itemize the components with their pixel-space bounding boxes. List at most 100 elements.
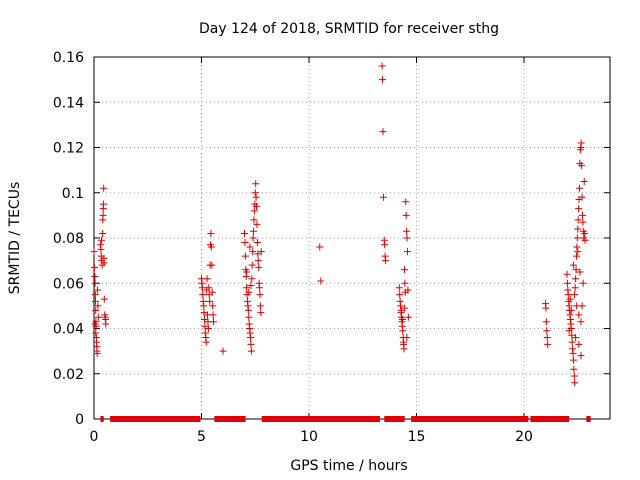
y-tick-label: 0.08: [53, 231, 84, 247]
data-point: [403, 248, 411, 256]
data-point: [317, 277, 325, 285]
data-point: [571, 284, 579, 292]
data-point: [581, 236, 589, 244]
data-point: [247, 347, 255, 355]
chart-title: Day 124 of 2018, SRMTID for receiver sth…: [199, 21, 499, 37]
data-point: [575, 205, 583, 213]
data-point: [207, 229, 215, 237]
data-point: [568, 338, 576, 346]
data-point: [91, 279, 99, 287]
data-point: [250, 207, 258, 215]
data-point: [543, 327, 551, 335]
zero-value-points: [100, 416, 104, 422]
y-tick-label: 0.14: [53, 95, 84, 111]
data-point: [257, 248, 265, 256]
data-point: [403, 234, 411, 242]
data-point: [566, 295, 574, 303]
data-point: [575, 311, 583, 319]
x-axis: 0 5 10 15 20: [90, 57, 533, 445]
data-point: [208, 261, 216, 269]
zero-value-points: [530, 416, 570, 422]
data-point: [253, 220, 261, 228]
data-point: [243, 284, 251, 292]
x-tick-label: 20: [515, 429, 533, 445]
data-point: [572, 275, 580, 283]
data-point: [92, 329, 100, 337]
data-point: [572, 334, 580, 342]
plot-frame: [93, 56, 611, 420]
data-point: [402, 211, 410, 219]
data-point: [576, 268, 584, 276]
data-point: [256, 302, 264, 310]
data-point: [403, 334, 411, 342]
y-tick-label: 0.06: [53, 276, 84, 292]
data-point: [241, 239, 249, 247]
data-point: [249, 248, 257, 256]
data-point: [93, 286, 101, 294]
data-point: [399, 315, 407, 323]
data-point: [379, 128, 387, 136]
y-axis: 0 0.02 0.04 0.06 0.08 0.1 0.12 0.14 0.16: [53, 50, 610, 428]
data-point: [252, 180, 260, 188]
data-point: [203, 275, 211, 283]
y-tick-label: 0.12: [53, 141, 84, 157]
data-point: [245, 288, 253, 296]
data-point: [401, 304, 409, 312]
data-point: [401, 279, 409, 287]
data-point: [397, 302, 405, 310]
data-point: [570, 372, 578, 380]
y-tick-label: 0.1: [62, 186, 84, 202]
data-point: [574, 225, 582, 233]
data-point: [200, 302, 208, 310]
data-series: [90, 62, 591, 422]
data-point: [247, 334, 255, 342]
data-point: [565, 327, 573, 335]
data-point: [247, 282, 255, 290]
data-point: [571, 291, 579, 299]
data-point: [577, 139, 585, 147]
data-point: [99, 229, 107, 237]
zero-value-points: [261, 416, 380, 422]
data-point: [399, 327, 407, 335]
data-point: [578, 211, 586, 219]
y-axis-label: SRMTID / TECUs: [7, 182, 23, 295]
data-point: [567, 306, 575, 314]
data-point: [243, 268, 251, 276]
data-point: [246, 243, 254, 251]
zero-value-points: [110, 416, 201, 422]
data-point: [100, 295, 108, 303]
data-point: [99, 211, 107, 219]
data-point: [578, 193, 586, 201]
data-point: [204, 325, 212, 332]
data-point: [569, 261, 577, 269]
data-point: [581, 229, 589, 237]
data-point: [572, 252, 580, 260]
grid: [94, 57, 610, 419]
data-point: [206, 297, 214, 305]
data-point: [241, 229, 248, 237]
data-point: [573, 243, 581, 251]
zero-value-points: [384, 416, 405, 422]
data-point: [400, 338, 408, 346]
data-point: [570, 365, 578, 373]
y-tick-label: 0.16: [53, 50, 84, 66]
data-point: [579, 279, 587, 287]
data-point: [575, 340, 583, 348]
y-tick-label: 0.04: [53, 322, 84, 338]
data-point: [378, 62, 386, 70]
data-point: [253, 202, 261, 210]
data-point: [249, 234, 257, 242]
data-point: [207, 243, 215, 251]
data-point: [544, 340, 552, 348]
data-point: [247, 340, 255, 348]
data-point: [250, 216, 258, 224]
data-point: [569, 356, 577, 364]
data-point: [379, 76, 387, 84]
x-axis-label: GPS time / hours: [290, 458, 407, 474]
data-point: [542, 304, 550, 312]
data-point: [577, 352, 585, 360]
data-point: [573, 234, 581, 242]
data-point: [202, 338, 210, 346]
data-point: [254, 257, 262, 265]
